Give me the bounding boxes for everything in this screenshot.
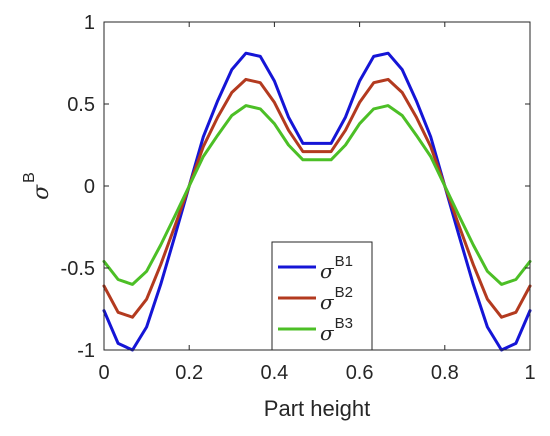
series-line-b1 <box>102 51 532 352</box>
legend-label-b3: σB3 <box>320 315 353 345</box>
x-tick-label: 0.4 <box>260 362 288 384</box>
x-tick-label: 0.6 <box>346 362 374 384</box>
legend-box <box>271 241 373 351</box>
x-tick-label: 0 <box>98 362 109 384</box>
ticks-layer: 0 0.2 0.4 0.6 0.8 1 -1 -0.5 0 0.5 1 <box>61 12 536 384</box>
series-line-b2 <box>102 77 532 319</box>
y-tick-label: 0.5 <box>67 94 95 116</box>
y-axis-label: σB <box>21 172 54 200</box>
y-tick-label: 1 <box>84 12 95 34</box>
legend-label-b2: σB2 <box>320 284 353 314</box>
series-layer <box>102 51 532 352</box>
x-tick-label: 0.2 <box>175 362 203 384</box>
legend-label-b1: σB1 <box>320 253 353 283</box>
series-line-b3 <box>102 104 532 286</box>
x-axis-label: Part height <box>264 396 370 421</box>
x-tick-label: 1 <box>524 362 535 384</box>
x-tick-label: 0.8 <box>431 362 459 384</box>
y-tick-label: -1 <box>77 340 95 362</box>
y-tick-label: 0 <box>84 176 95 198</box>
y-axis-label-superscript: B <box>21 172 38 183</box>
y-axis-label-symbol: σ <box>29 184 54 200</box>
y-tick-label: -0.5 <box>61 258 95 280</box>
svg-text:σB: σB <box>21 172 54 200</box>
